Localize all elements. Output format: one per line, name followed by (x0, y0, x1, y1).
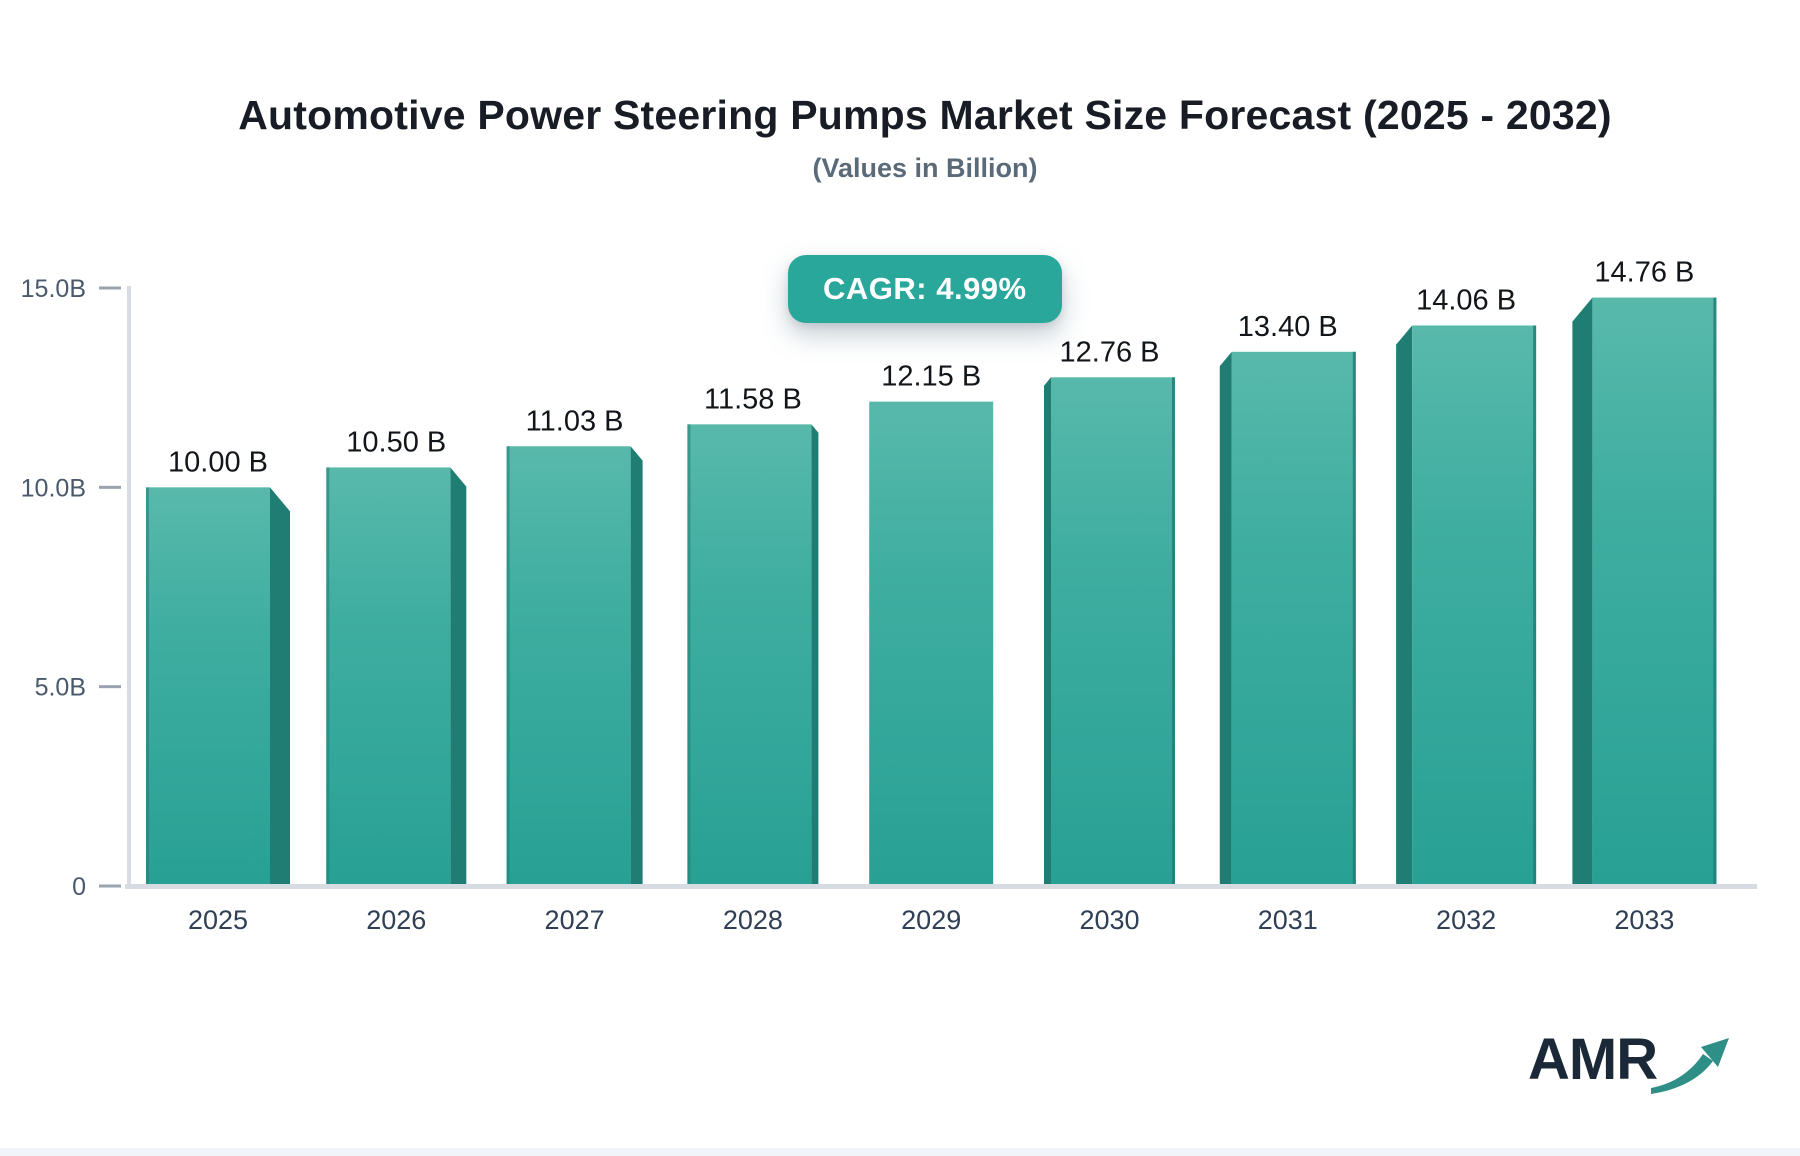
bar-edge-2033 (1713, 297, 1717, 886)
x-tick-label-2033: 2033 (1614, 905, 1674, 935)
bar-side-face-2026 (450, 467, 467, 886)
value-label-2026: 10.50 B (346, 426, 446, 458)
bar-2029 (869, 401, 994, 886)
x-tick-label-2025: 2025 (188, 905, 248, 935)
value-label-2031: 13.40 B (1238, 311, 1338, 343)
y-tick-label-3: 15.0B (21, 275, 86, 303)
amr-logo-text: AMR (1528, 1027, 1658, 1092)
bar-edge-2027 (506, 446, 510, 886)
bar-edge-2028 (687, 424, 691, 886)
page-bottom-edge (0, 1148, 1800, 1156)
value-label-2025: 10.00 B (168, 446, 268, 478)
bar-2033 (1592, 297, 1717, 886)
bar-2027 (506, 446, 631, 886)
y-tick-dash-2 (99, 485, 121, 489)
bar-edge-2026 (326, 467, 330, 886)
x-axis-line (125, 884, 1757, 889)
value-label-2029: 12.15 B (881, 361, 981, 393)
x-tick-label-2026: 2026 (366, 905, 426, 935)
x-tick-label-2030: 2030 (1079, 905, 1139, 935)
bar-edge-2032 (1533, 325, 1537, 886)
cagr-badge: CAGR: 4.99% (788, 255, 1062, 323)
y-tick-label-1: 5.0B (35, 674, 86, 702)
bar-edge-2031 (1352, 351, 1356, 886)
value-label-2033: 14.76 B (1594, 257, 1694, 289)
growth-arrow-icon (1651, 1038, 1730, 1094)
bar-2030 (1051, 377, 1175, 886)
value-label-2028: 11.58 B (704, 383, 802, 415)
y-tick-dash-3 (99, 286, 121, 290)
y-tick-dash-1 (99, 685, 121, 689)
bar-2025 (146, 487, 270, 886)
bar-edge-2025 (146, 487, 149, 886)
bar-side-face-2032 (1396, 325, 1413, 886)
bar-2032 (1412, 325, 1537, 886)
bar-2026 (326, 467, 451, 886)
bar-side-face-2028 (811, 424, 819, 886)
bar-2031 (1231, 351, 1356, 886)
y-tick-label-2: 10.0B (21, 474, 86, 502)
bar-side-face-2033 (1572, 297, 1593, 886)
value-label-2030: 12.76 B (1060, 336, 1160, 368)
x-tick-label-2032: 2032 (1436, 905, 1496, 935)
x-tick-label-2031: 2031 (1258, 905, 1318, 935)
bar-side-face-2030 (1044, 377, 1051, 886)
x-tick-label-2029: 2029 (901, 905, 961, 935)
y-tick-label-0: 0 (72, 873, 86, 901)
value-label-2027: 11.03 B (526, 405, 624, 437)
bar-edge-2030 (1172, 377, 1175, 886)
bar-2028 (687, 424, 812, 886)
bar-side-face-2031 (1219, 351, 1232, 886)
bar-side-face-2027 (630, 446, 643, 886)
amr-logo: AMR (1528, 1030, 1741, 1100)
bar-side-face-2025 (270, 487, 290, 886)
x-tick-label-2027: 2027 (545, 905, 605, 935)
x-tick-label-2028: 2028 (723, 905, 783, 935)
y-axis-line (127, 286, 131, 888)
value-label-2032: 14.06 B (1416, 284, 1516, 316)
y-tick-dash-0 (99, 884, 121, 888)
